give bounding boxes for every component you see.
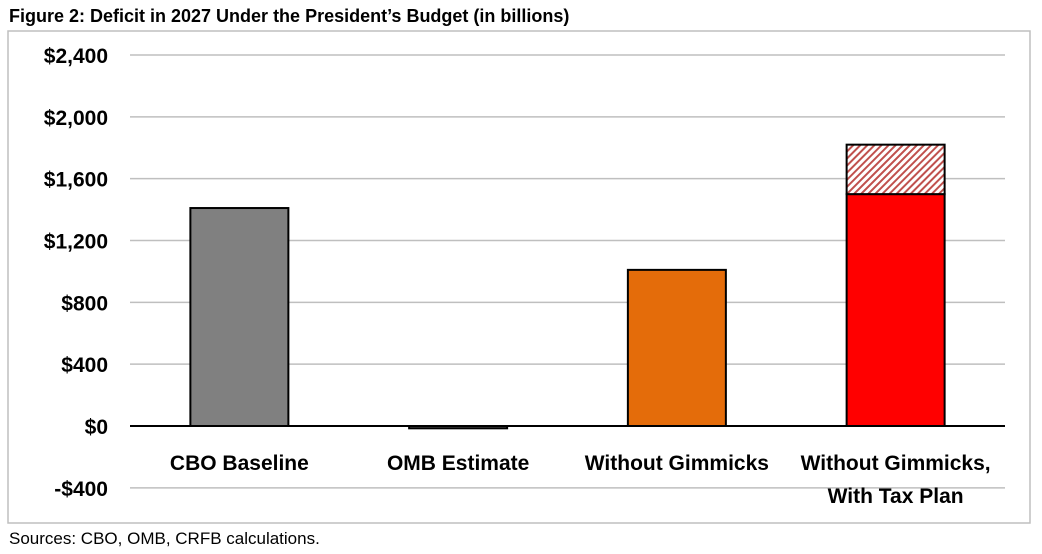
y-tick-label: $1,600 (44, 169, 108, 192)
bar-segment (189, 207, 290, 427)
y-tick-label: $2,400 (44, 45, 108, 68)
y-tick-label: $800 (61, 292, 108, 315)
chart-border (7, 30, 1031, 524)
x-category-label: Without Gimmicks (585, 452, 769, 475)
bar-segment (626, 268, 727, 427)
y-tick-label: $2,000 (44, 107, 108, 130)
bar-segment (845, 143, 946, 196)
bar-segment (845, 193, 946, 427)
x-category-label: With Tax Plan (828, 485, 964, 508)
x-category-label: CBO Baseline (170, 452, 309, 475)
y-tick-label: $0 (85, 416, 108, 439)
y-tick-label: -$400 (54, 478, 108, 501)
x-category-label: Without Gimmicks, (801, 452, 991, 475)
sources-note: Sources: CBO, OMB, CRFB calculations. (9, 529, 320, 548)
y-tick-label: $1,200 (44, 231, 108, 254)
x-category-label: OMB Estimate (387, 452, 529, 475)
y-tick-label: $400 (61, 354, 108, 377)
chart-title: Figure 2: Deficit in 2027 Under the Pres… (9, 6, 570, 26)
